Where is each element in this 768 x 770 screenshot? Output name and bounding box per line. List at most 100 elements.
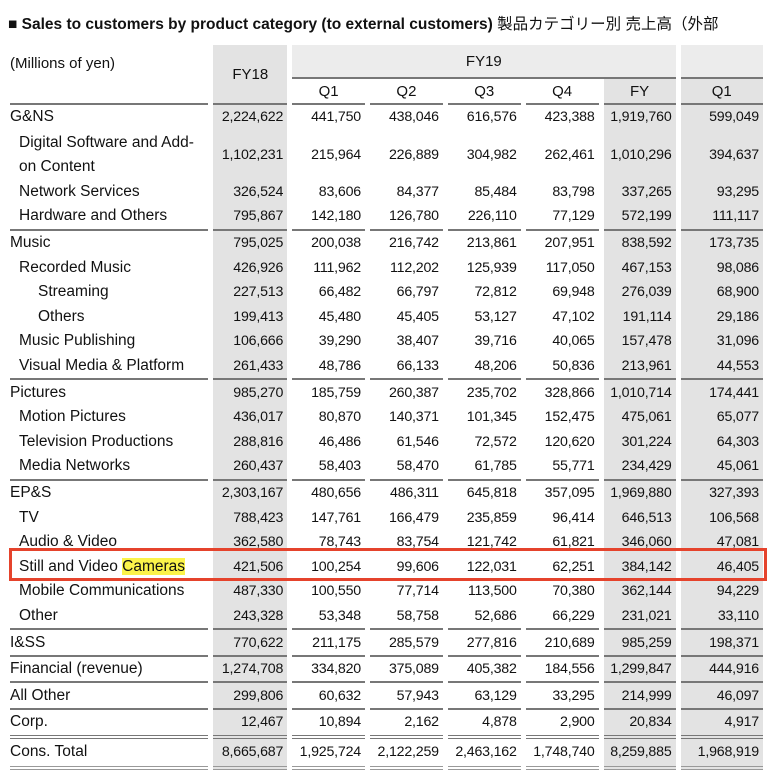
cell-value: 113,500 [467, 583, 517, 600]
row-label: Pictures [10, 380, 208, 405]
cell-value: 207,951 [544, 235, 595, 252]
cell-value: 487,330 [213, 579, 288, 604]
cell-value: 83,754 [396, 534, 439, 551]
cell-value: 645,818 [466, 485, 517, 502]
cell-value: 214,999 [603, 683, 676, 711]
cell-value: 357,095 [544, 485, 595, 502]
cell-value: 227,513 [213, 279, 288, 305]
cell-value: 48,206 [447, 354, 521, 381]
row-label: Others [10, 305, 208, 330]
cell-value: 65,077 [680, 404, 763, 430]
cell-value: 106,666 [213, 329, 288, 354]
cell-value: 55,771 [525, 454, 599, 481]
cell-value: 61,821 [552, 534, 595, 551]
cell-value: 39,716 [474, 333, 517, 350]
cell-value: 191,114 [603, 304, 676, 330]
cell-value: 362,144 [603, 579, 676, 604]
row-label: TV [10, 505, 208, 530]
table-row: Music 795,025 200,038 216,742 213,861 207,951… [10, 230, 763, 256]
cell-value: 185,759 [311, 384, 361, 401]
cell-value: 184,556 [525, 657, 599, 684]
table-row: Streaming 227,513 66,482 66,797 72,812 69,948… [10, 279, 763, 305]
cell-value: 838,592 [603, 230, 676, 256]
row-label: Motion Pictures [10, 405, 208, 430]
cell-value: 384,142 [603, 554, 676, 580]
cell-value: 101,345 [466, 409, 517, 426]
cell-value: 572,199 [603, 204, 676, 231]
cell-value: 68,900 [680, 279, 763, 305]
row-label-text: Still and Video [19, 557, 123, 575]
cell-value: 80,870 [318, 409, 361, 426]
cell-value: 211,175 [292, 630, 365, 657]
table-row: Cons. Total 8,665,687 1,925,724 2,122,259 2,… [10, 738, 763, 770]
cell-value: 276,039 [603, 279, 676, 305]
table-row: Visual Media & Platform 261,433 48,786 66,1… [10, 353, 763, 381]
cell-value: 301,224 [603, 429, 676, 455]
row-label: Music [10, 231, 208, 256]
cell-value: 405,382 [447, 657, 521, 684]
cell-value: 215,964 [311, 146, 361, 163]
cell-value: 1,010,714 [603, 380, 676, 405]
cell-value: 111,962 [313, 259, 361, 276]
cell-value: 66,797 [396, 284, 439, 301]
cell-value: 77,714 [396, 583, 439, 600]
row-label: Media Networks [10, 454, 209, 481]
header-fy19: FY19 [292, 45, 676, 79]
row-label-text: Pictures [10, 383, 66, 401]
table-row: Network Services 326,524 83,606 84,377 85,48… [10, 179, 763, 205]
cell-value: 375,089 [370, 657, 443, 684]
cell-value: 50,836 [525, 354, 599, 381]
cell-value: 106,568 [680, 505, 763, 530]
cell-value: 47,081 [680, 529, 763, 555]
row-label-text: Hardware and Others [19, 207, 168, 225]
row-label-text: All Other [10, 686, 71, 704]
cell-value: 467,153 [603, 255, 676, 280]
cell-value: 328,866 [544, 384, 595, 401]
row-label: EP&S [10, 481, 208, 506]
cell-value: 46,097 [680, 683, 763, 711]
cell-value: 122,031 [466, 558, 517, 575]
cell-value: 486,311 [390, 485, 439, 502]
cell-value: 1,919,760 [603, 105, 676, 130]
cell-value: 304,982 [466, 146, 517, 163]
cell-value: 111,117 [680, 204, 763, 231]
cell-value: 243,328 [213, 603, 288, 631]
cell-value: 394,637 [680, 129, 763, 180]
cell-value: 62,251 [552, 558, 595, 575]
cell-value: 200,038 [311, 235, 361, 252]
cell-value: 20,834 [603, 710, 676, 739]
row-label-text: Financial (revenue) [10, 660, 143, 678]
cell-value: 93,295 [680, 179, 763, 205]
row-label: I&SS [10, 630, 209, 657]
cell-value: 10,894 [292, 710, 365, 739]
row-label: G&NS [10, 105, 208, 130]
cell-value: 795,025 [213, 230, 288, 256]
row-label-text: Recorded Music [19, 258, 131, 276]
table-row: Corp. 12,467 10,894 2,162 4,878 2,900 20,834 4,… [10, 710, 763, 739]
cell-value: 99,606 [396, 558, 439, 575]
cell-value: 210,689 [525, 630, 599, 657]
cell-value: 147,761 [311, 509, 361, 526]
table-row: G&NS 2,224,622 441,750 438,046 616,576 423,38… [10, 105, 763, 130]
row-label: Still and Video Cameras [10, 555, 208, 580]
cell-value: 98,086 [680, 255, 763, 280]
cell-value: 436,017 [213, 404, 288, 430]
cell-value: 44,553 [680, 353, 763, 381]
cell-value: 235,859 [466, 509, 517, 526]
header-next-year [680, 45, 763, 79]
cell-value: 234,429 [603, 454, 676, 481]
table-row: Digital Software and Add-on Content 1,102… [10, 129, 763, 180]
cell-value: 166,479 [388, 509, 439, 526]
row-label: Audio & Video [10, 530, 208, 555]
cell-value: 66,133 [370, 354, 443, 381]
row-label: Hardware and Others [10, 204, 209, 231]
cell-value: 334,820 [292, 657, 365, 684]
cell-value: 52,686 [447, 604, 521, 631]
cell-value: 288,816 [213, 429, 288, 455]
row-label-text: Media Networks [19, 457, 131, 475]
row-label: Streaming [10, 280, 208, 305]
row-label-text: Mobile Communications [19, 582, 185, 600]
row-label-text: G&NS [10, 108, 54, 126]
cell-value: 199,413 [213, 304, 288, 330]
cell-value: 1,299,847 [603, 656, 676, 684]
